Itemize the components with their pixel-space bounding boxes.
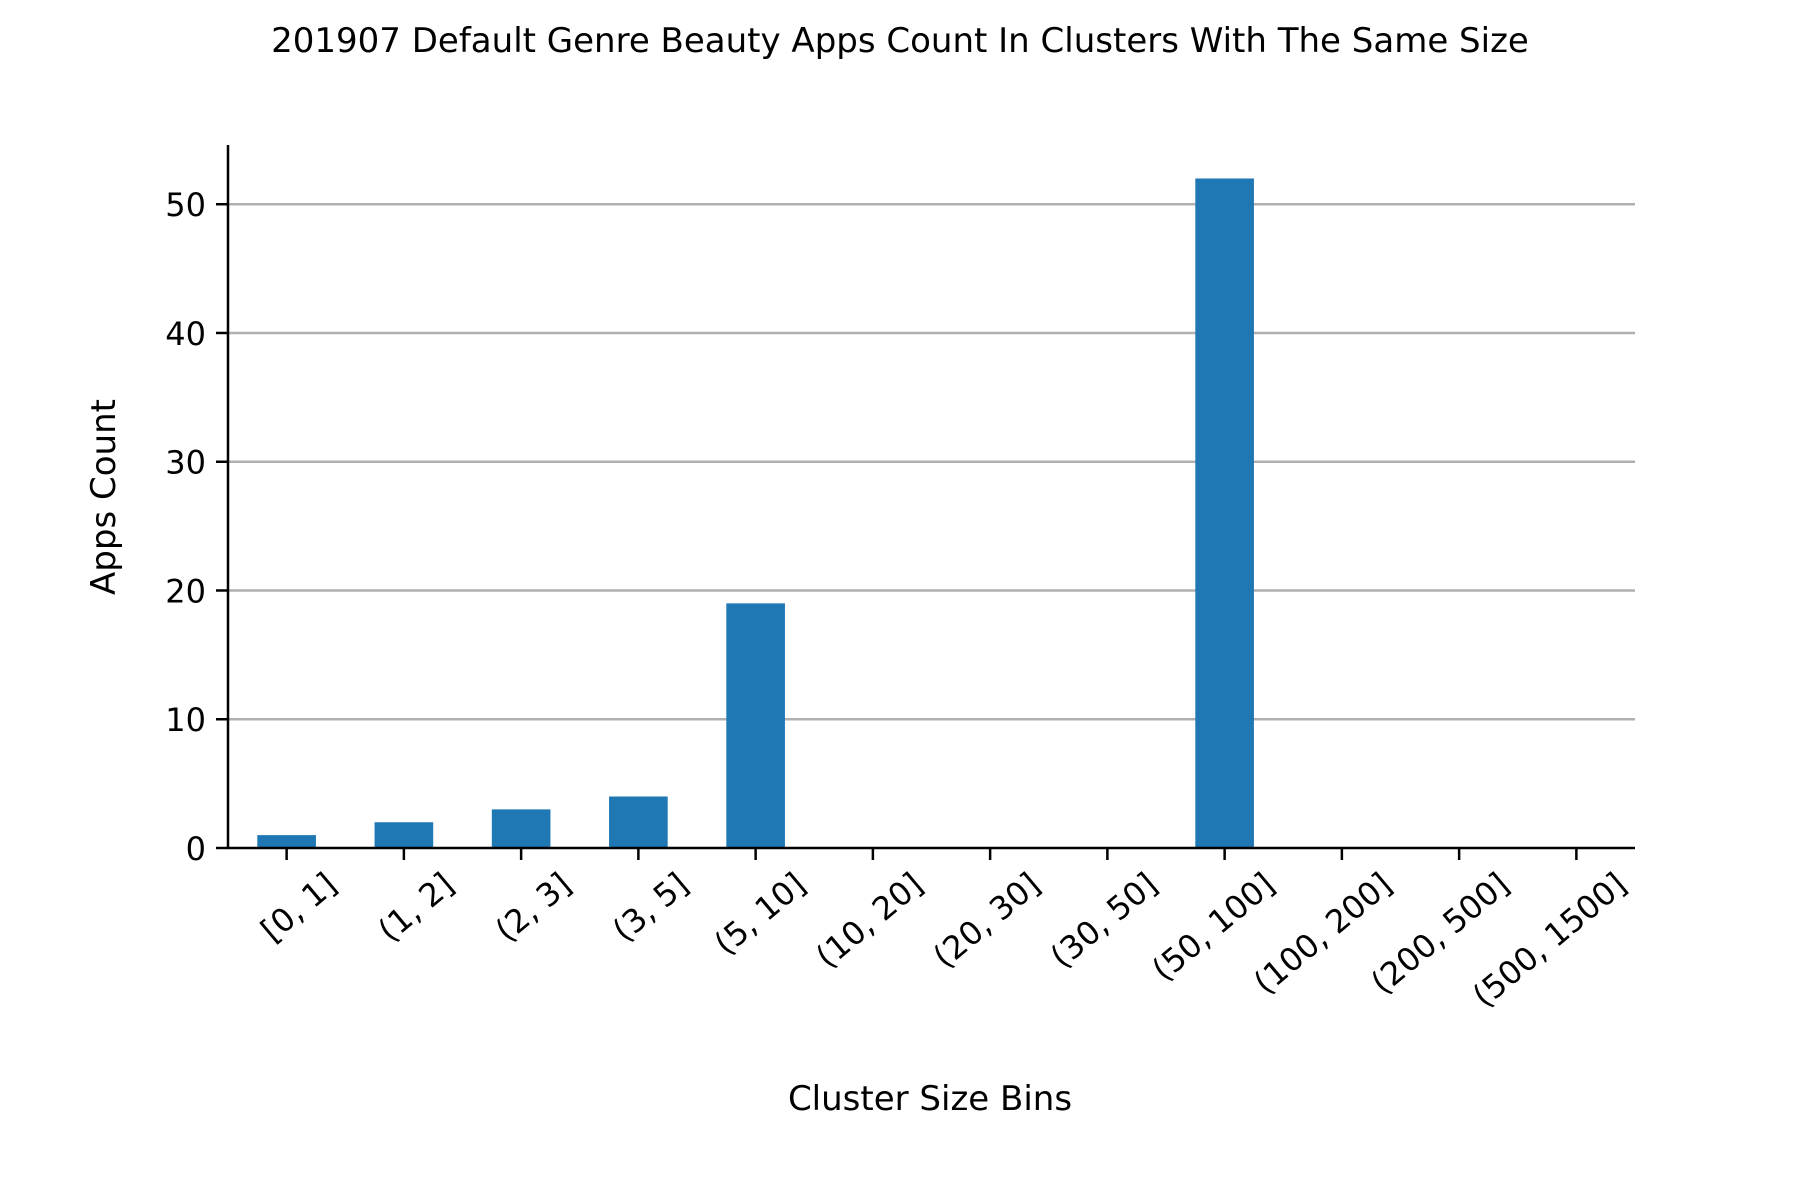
x-tick-label: (20, 30] [926, 865, 1048, 976]
bar [726, 603, 785, 848]
x-tick-label: (3, 5] [605, 865, 695, 949]
x-axis-label: Cluster Size Bins [788, 1079, 1072, 1119]
bar [257, 835, 316, 848]
x-tick-label: (1, 2] [371, 865, 461, 949]
y-tick-label: 30 [165, 444, 206, 482]
y-tick-label: 50 [165, 186, 206, 224]
x-tick-label: (10, 20] [808, 865, 930, 976]
x-tick-label: (2, 3] [488, 865, 578, 949]
chart-title: 201907 Default Genre Beauty Apps Count I… [271, 21, 1529, 61]
y-axis-label: Apps Count [84, 399, 124, 595]
bar [1195, 178, 1254, 848]
x-tick-label: (5, 10] [707, 865, 813, 962]
x-ticks: [0, 1] (1, 2] (2, 3] (3, 5] (5, 10](10, 20](… [253, 848, 1634, 1015]
bar [491, 809, 551, 848]
y-ticks: 0 10 20 30 40 50 [165, 186, 228, 868]
bar [374, 822, 434, 848]
y-tick-label: 20 [165, 572, 206, 610]
grid-lines [228, 202, 1635, 721]
axes [226, 145, 1635, 850]
x-tick-label: [0, 1] [253, 865, 343, 949]
bar [609, 796, 668, 848]
y-tick-label: 10 [165, 701, 206, 739]
y-tick-label: 40 [165, 315, 206, 353]
bars [257, 178, 1254, 848]
y-tick-label: 0 [186, 830, 206, 868]
